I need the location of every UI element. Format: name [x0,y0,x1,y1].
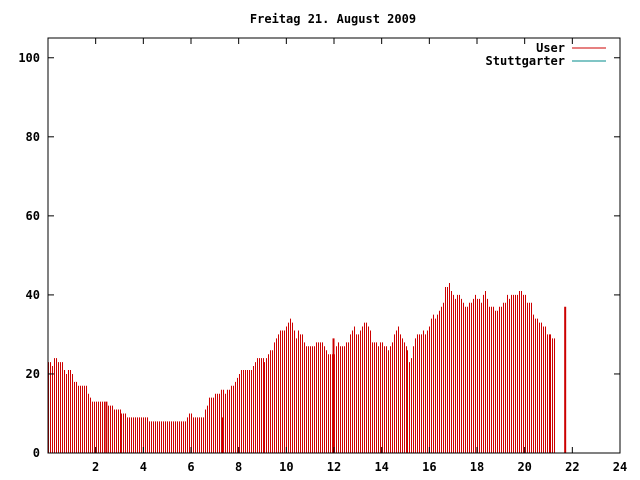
x-tick-label: 4 [140,460,147,474]
x-tick-label: 10 [279,460,293,474]
x-tick-label: 16 [422,460,436,474]
x-tick-label: 24 [613,460,627,474]
x-tick-label: 2 [92,460,99,474]
y-tick-label: 0 [33,446,40,460]
x-tick-label: 14 [374,460,388,474]
x-tick-label: 18 [470,460,484,474]
chart-title: Freitag 21. August 2009 [250,12,416,26]
x-axis: 2 4 6 8 10 12 14 16 18 20 22 24 [92,38,627,474]
x-tick-label: 22 [565,460,579,474]
bars-layer [48,283,555,453]
x-tick-label: 6 [187,460,194,474]
legend-label-user: User [536,41,565,55]
legend-label-stuttgarter: Stuttgarter [486,54,565,68]
legend: User Stuttgarter [486,41,606,68]
y-tick-label: 40 [26,288,40,302]
x-tick-label: 8 [235,460,242,474]
y-axis: 0 20 40 60 80 100 [18,51,620,460]
y-tick-label: 100 [18,51,40,65]
y-tick-label: 60 [26,209,40,223]
y-tick-label: 20 [26,367,40,381]
y-tick-label: 80 [26,130,40,144]
x-tick-label: 20 [517,460,531,474]
x-tick-label: 12 [327,460,341,474]
highlight-layer [105,306,567,453]
